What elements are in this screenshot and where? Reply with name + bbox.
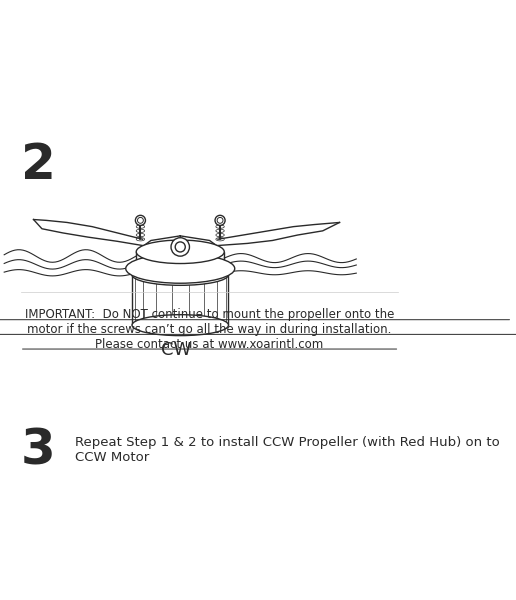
Text: 3: 3 <box>21 427 56 475</box>
Ellipse shape <box>132 265 229 286</box>
Circle shape <box>215 215 225 226</box>
Circle shape <box>171 238 189 256</box>
Text: IMPORTANT:  Do NOT continue to mount the propeller onto the: IMPORTANT: Do NOT continue to mount the … <box>25 308 394 321</box>
Circle shape <box>135 215 146 226</box>
Text: Repeat Step 1 & 2 to install CCW Propeller (with Red Hub) on to: Repeat Step 1 & 2 to install CCW Propell… <box>75 436 500 449</box>
Text: motor if the screws can’t go all the way in during installation.: motor if the screws can’t go all the way… <box>27 323 392 336</box>
Text: 2: 2 <box>21 141 56 189</box>
Ellipse shape <box>136 240 224 263</box>
Text: Please contact us at www.xoarintl.com: Please contact us at www.xoarintl.com <box>95 338 324 350</box>
Text: CW: CW <box>161 341 191 359</box>
Ellipse shape <box>126 254 235 283</box>
Text: CCW Motor: CCW Motor <box>75 451 150 464</box>
Ellipse shape <box>132 314 229 335</box>
